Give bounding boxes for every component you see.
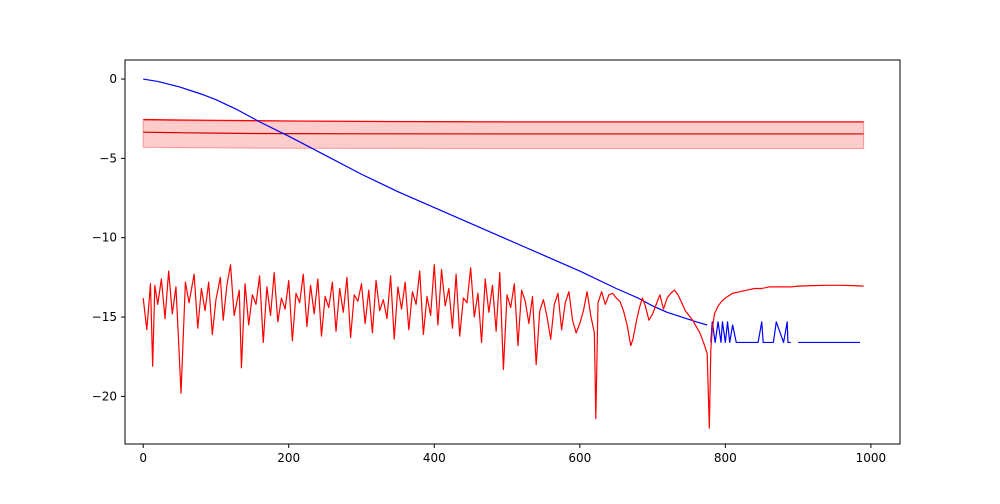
- series-line-0: [143, 118, 864, 123]
- x-tick-label: 200: [277, 451, 300, 465]
- axes: 0 200 400 600 800 1000 0 −5 −10 −15 −20: [92, 59, 901, 465]
- series-line-1: [143, 131, 864, 135]
- y-tick-label: −20: [92, 389, 117, 403]
- series-line-2: [143, 78, 708, 326]
- axes-frame: [124, 59, 901, 445]
- series-line-5: [142, 264, 864, 429]
- series-line-3: [710, 321, 791, 344]
- y-tick-label: −10: [92, 231, 117, 245]
- x-tick-label: 800: [714, 451, 737, 465]
- x-tick-label: 600: [568, 451, 591, 465]
- x-tick-label: 0: [139, 451, 147, 465]
- x-tick-label: 1000: [856, 451, 887, 465]
- plot-area: [142, 78, 865, 429]
- y-tick-label: −15: [92, 310, 117, 324]
- x-tick-label: 400: [423, 451, 446, 465]
- y-tick-label: −5: [99, 151, 117, 165]
- y-tick-label: 0: [109, 72, 117, 86]
